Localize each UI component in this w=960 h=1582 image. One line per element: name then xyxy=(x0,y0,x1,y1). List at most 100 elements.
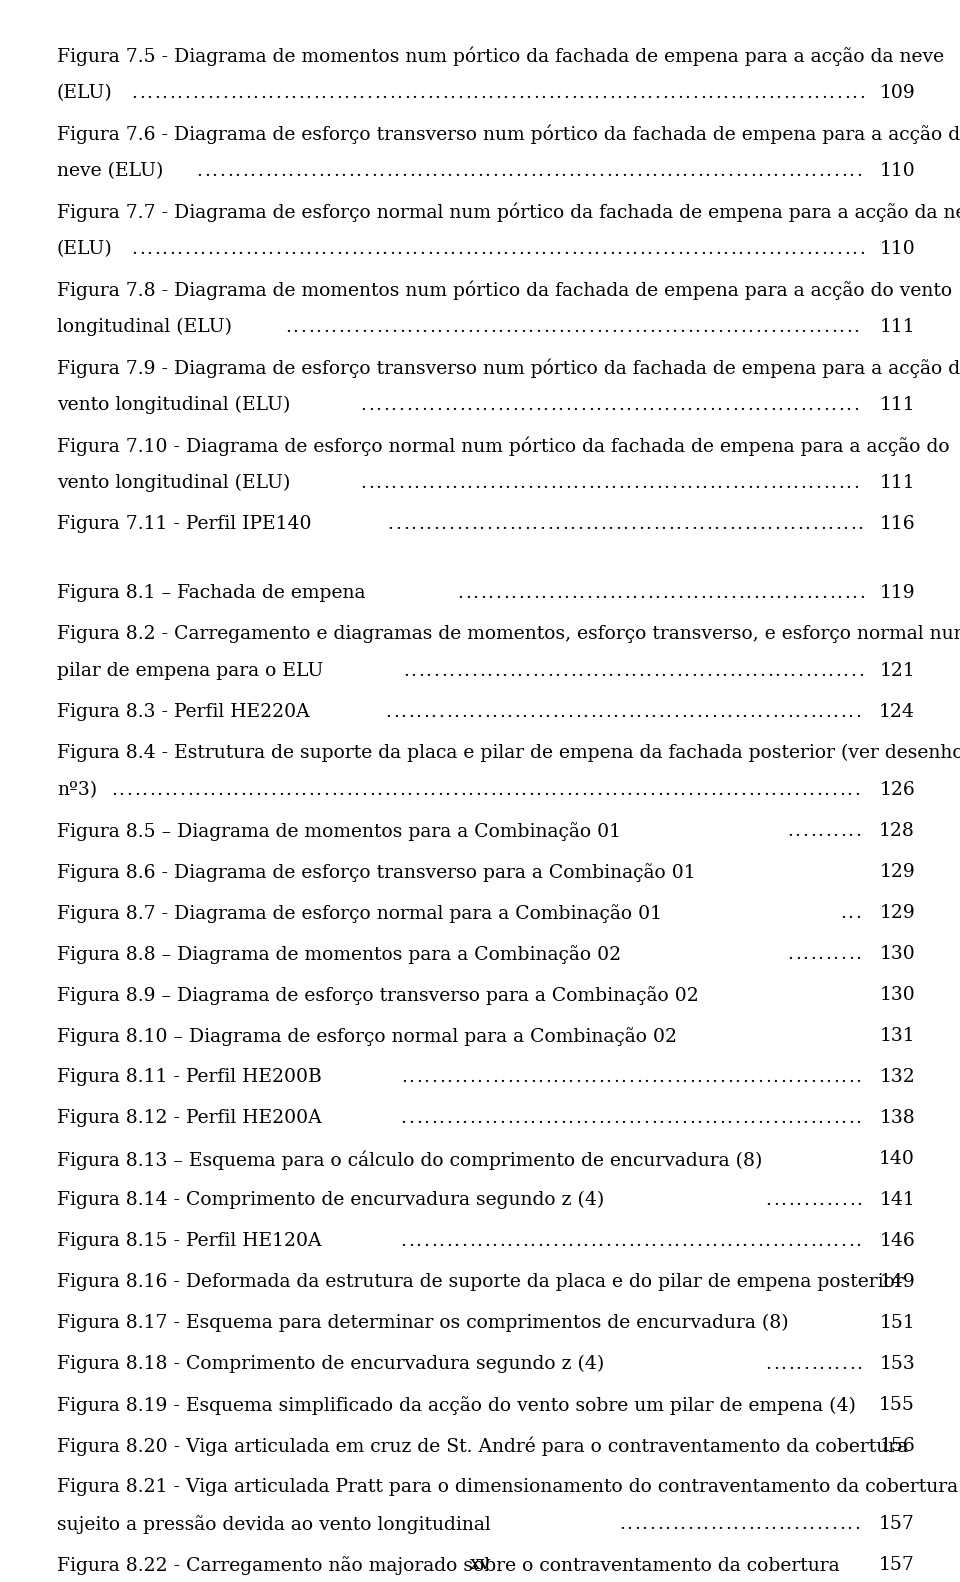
Text: .: . xyxy=(674,1068,680,1085)
Text: .: . xyxy=(482,318,488,335)
Text: .: . xyxy=(346,318,351,335)
Text: .: . xyxy=(799,584,804,603)
Text: .: . xyxy=(435,84,441,101)
Text: .: . xyxy=(736,661,742,680)
Text: .: . xyxy=(744,516,750,533)
Text: .: . xyxy=(248,782,253,799)
Text: .: . xyxy=(661,240,668,258)
Text: .: . xyxy=(841,1191,847,1209)
Text: .: . xyxy=(787,1232,793,1250)
Text: .: . xyxy=(734,1232,740,1250)
Text: .: . xyxy=(655,240,660,258)
Text: .: . xyxy=(227,161,232,180)
Text: .: . xyxy=(366,240,372,258)
Text: .: . xyxy=(449,240,455,258)
Text: .: . xyxy=(495,84,501,101)
Text: .: . xyxy=(732,475,737,492)
Text: .: . xyxy=(336,84,342,101)
Text: .: . xyxy=(361,782,367,799)
Text: .: . xyxy=(567,702,573,721)
Text: .: . xyxy=(461,1232,468,1250)
Text: .: . xyxy=(441,661,446,680)
Text: .: . xyxy=(421,318,427,335)
Text: .: . xyxy=(444,396,449,414)
Text: .: . xyxy=(492,161,498,180)
Text: .: . xyxy=(521,702,528,721)
Text: .: . xyxy=(814,584,820,603)
Text: .: . xyxy=(436,475,443,492)
Text: .: . xyxy=(763,1516,769,1533)
Text: .: . xyxy=(406,396,412,414)
Text: .: . xyxy=(139,240,145,258)
Text: .: . xyxy=(645,661,652,680)
Text: .: . xyxy=(725,782,731,799)
Text: .: . xyxy=(348,161,354,180)
Text: .: . xyxy=(833,1109,839,1126)
Text: .: . xyxy=(689,161,695,180)
Text: .: . xyxy=(666,1232,672,1250)
Text: .: . xyxy=(420,240,425,258)
Text: .: . xyxy=(577,661,584,680)
Text: .: . xyxy=(527,475,533,492)
Text: .: . xyxy=(161,84,167,101)
Text: .: . xyxy=(277,782,284,799)
Text: .: . xyxy=(702,396,708,414)
Text: .: . xyxy=(454,1109,460,1126)
Text: .: . xyxy=(681,1232,687,1250)
Text: .: . xyxy=(732,1516,738,1533)
Text: .: . xyxy=(298,240,304,258)
Text: Figura 8.22 - Carregamento não majorado sobre o contraventamento da cobertura: Figura 8.22 - Carregamento não majorado … xyxy=(57,1557,840,1576)
Text: .: . xyxy=(738,584,744,603)
Text: .: . xyxy=(581,318,587,335)
Text: .: . xyxy=(180,782,185,799)
Text: .: . xyxy=(119,782,125,799)
Text: .: . xyxy=(187,782,193,799)
Text: .: . xyxy=(462,1109,468,1126)
Text: .: . xyxy=(580,396,587,414)
Text: .: . xyxy=(709,782,716,799)
Text: .: . xyxy=(308,318,314,335)
Text: .: . xyxy=(285,782,291,799)
Text: .: . xyxy=(773,1191,779,1209)
Text: .: . xyxy=(431,1068,437,1085)
Text: .: . xyxy=(291,240,297,258)
Text: .: . xyxy=(606,1068,612,1085)
Text: .: . xyxy=(408,1232,414,1250)
Text: .: . xyxy=(209,782,215,799)
Text: .: . xyxy=(200,240,205,258)
Text: .: . xyxy=(840,1109,847,1126)
Text: .: . xyxy=(791,584,797,603)
Text: Figura 7.8 - Diagrama de momentos num pórtico da fachada de empena para a acção : Figura 7.8 - Diagrama de momentos num pó… xyxy=(57,282,952,301)
Text: .: . xyxy=(418,516,424,533)
Text: .: . xyxy=(154,84,159,101)
Text: .: . xyxy=(423,702,429,721)
Text: .: . xyxy=(305,84,311,101)
Text: .: . xyxy=(485,161,491,180)
Text: .: . xyxy=(552,702,558,721)
Text: .: . xyxy=(742,1109,748,1126)
Text: .: . xyxy=(456,516,462,533)
Text: .: . xyxy=(232,782,238,799)
Text: .: . xyxy=(626,396,632,414)
Text: .: . xyxy=(725,318,731,335)
Text: .: . xyxy=(856,1191,862,1209)
Text: .: . xyxy=(505,782,511,799)
Text: 149: 149 xyxy=(879,1274,915,1291)
Text: .: . xyxy=(542,396,548,414)
Text: .: . xyxy=(373,240,379,258)
Text: .: . xyxy=(400,1232,406,1250)
Text: .: . xyxy=(268,240,274,258)
Text: .: . xyxy=(702,475,708,492)
Text: .: . xyxy=(412,240,418,258)
Text: .: . xyxy=(840,702,846,721)
Text: .: . xyxy=(734,1068,740,1085)
Text: .: . xyxy=(392,318,397,335)
Text: .: . xyxy=(780,161,786,180)
Text: .: . xyxy=(477,1068,483,1085)
Text: .: . xyxy=(803,1068,808,1085)
Text: .: . xyxy=(403,516,409,533)
Text: .: . xyxy=(732,782,738,799)
Text: .: . xyxy=(454,1232,460,1250)
Text: .: . xyxy=(659,702,664,721)
Text: .: . xyxy=(545,1068,551,1085)
